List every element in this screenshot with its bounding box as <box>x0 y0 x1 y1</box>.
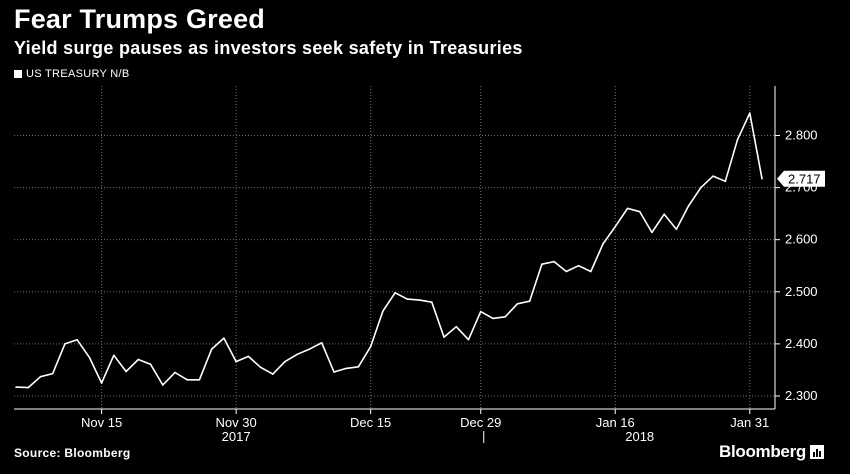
data-point <box>492 317 494 320</box>
chart-title: Fear Trumps Greed <box>14 4 265 34</box>
data-point <box>161 384 164 386</box>
data-point <box>284 360 286 363</box>
x-tick-label: Dec 15 <box>350 415 391 430</box>
data-point <box>467 338 470 341</box>
brand-label: Bloomberg <box>718 442 806 461</box>
data-point <box>198 379 201 381</box>
y-tick-label: 2.600 <box>785 232 818 247</box>
data-point <box>626 207 629 210</box>
data-point <box>174 371 176 374</box>
data-point <box>357 366 360 368</box>
data-point <box>553 260 555 263</box>
x-tick-label: Jan 31 <box>730 415 769 430</box>
x-tick-label: Nov 15 <box>81 415 122 430</box>
x-year-label: 2017 <box>222 429 251 444</box>
data-point <box>663 213 665 215</box>
chart-subtitle: Yield surge pauses as investors seek saf… <box>14 38 523 58</box>
y-tick-label: 2.800 <box>785 127 818 142</box>
legend-swatch <box>14 70 22 78</box>
data-point <box>259 366 262 369</box>
data-point <box>675 228 678 231</box>
data-point <box>516 302 519 305</box>
data-point <box>687 205 690 207</box>
data-point <box>602 243 604 245</box>
data-point <box>308 348 311 350</box>
data-point <box>51 372 54 375</box>
data-point <box>589 270 592 273</box>
data-point <box>418 299 421 301</box>
x-tick-label: Dec 29 <box>460 415 501 430</box>
bloomberg-logo: Bloomberg <box>719 442 824 462</box>
data-point <box>64 343 66 345</box>
data-point <box>235 360 237 363</box>
data-point <box>700 186 702 189</box>
data-point <box>88 356 91 359</box>
bloomberg-terminal-icon <box>810 445 824 459</box>
data-point <box>724 180 727 183</box>
x-year-label: 2018 <box>625 429 654 444</box>
data-point <box>504 315 506 318</box>
data-point <box>149 363 152 365</box>
data-point <box>100 382 103 384</box>
data-point <box>333 371 335 373</box>
last-value-badge <box>777 170 825 187</box>
data-point <box>577 264 580 267</box>
data-point <box>113 354 115 357</box>
data-point <box>27 386 30 389</box>
data-point <box>320 342 323 344</box>
data-point <box>736 138 739 141</box>
y-tick-label: 2.300 <box>785 388 818 403</box>
data-point <box>614 225 617 228</box>
source-label: Source: Bloomberg <box>14 446 131 460</box>
y-tick-label: 2.400 <box>785 336 818 351</box>
data-point <box>76 338 78 341</box>
data-point <box>431 301 433 304</box>
data-point <box>541 263 543 265</box>
x-tick-label: Nov 30 <box>216 415 257 430</box>
data-point <box>651 231 653 234</box>
data-point <box>638 210 641 213</box>
data-point <box>712 175 714 177</box>
legend-label: US TREASURY N/B <box>26 68 130 80</box>
data-point <box>394 292 396 294</box>
data-point <box>443 336 445 338</box>
data-point <box>479 310 482 313</box>
data-point <box>210 348 213 350</box>
data-point <box>186 379 189 381</box>
data-point <box>137 358 140 361</box>
data-point <box>272 373 274 375</box>
data-point <box>369 345 372 348</box>
y-tick-label: 2.500 <box>785 284 818 299</box>
data-point <box>345 367 347 370</box>
data-point <box>748 112 751 114</box>
data-point <box>247 355 250 358</box>
data-point <box>406 298 409 300</box>
legend: US TREASURY N/B <box>14 68 130 80</box>
data-point <box>39 375 42 378</box>
data-point <box>125 370 127 373</box>
series-line-us-treasury <box>15 112 763 389</box>
data-point <box>15 386 17 388</box>
data-point <box>382 310 384 312</box>
data-point <box>223 337 225 339</box>
x-tick-label: Jan 16 <box>596 415 635 430</box>
data-point <box>761 177 763 180</box>
data-point <box>455 325 458 328</box>
data-point <box>565 270 568 273</box>
last-value-label: 2.717 <box>788 172 821 187</box>
data-point <box>296 353 299 356</box>
data-point <box>528 300 531 302</box>
